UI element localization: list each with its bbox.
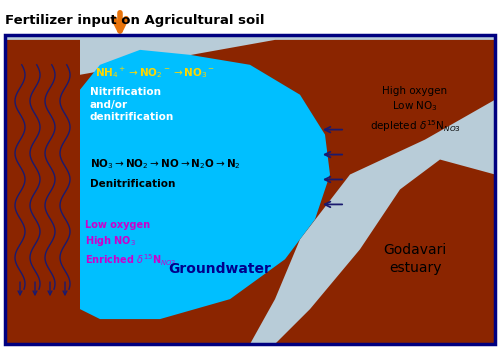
Text: Nitrification
and/or
denitrification: Nitrification and/or denitrification: [90, 87, 174, 122]
Bar: [5, 35, 495, 344]
Text: Fertilizer input on Agricultural soil: Fertilizer input on Agricultural soil: [5, 14, 264, 28]
Text: Godavari
estuary: Godavari estuary: [384, 243, 446, 275]
Text: High oxygen
Low NO$_3$
depleted $\delta^{15}$N$_{NO3}$: High oxygen Low NO$_3$ depleted $\delta^…: [370, 86, 460, 134]
Polygon shape: [5, 40, 495, 344]
Polygon shape: [275, 159, 495, 344]
Text: Low oxygen
High NO$_3$
Enriched $\delta^{15}$N$_{NO3}$: Low oxygen High NO$_3$ Enriched $\delta^…: [85, 220, 176, 268]
Polygon shape: [5, 40, 80, 344]
Text: NO$_3$$\rightarrow$NO$_2$$\rightarrow$NO$\rightarrow$N$_2$O$\rightarrow$N$_2$: NO$_3$$\rightarrow$NO$_2$$\rightarrow$NO…: [90, 158, 240, 171]
Text: Denitrification: Denitrification: [90, 179, 176, 190]
Text: Groundwater: Groundwater: [168, 262, 272, 276]
Polygon shape: [80, 50, 330, 319]
Text: NH$_4$$^+$$\rightarrow$NO$_2$$^-$$\rightarrow$NO$_3$$^-$: NH$_4$$^+$$\rightarrow$NO$_2$$^-$$\right…: [95, 65, 215, 80]
Bar: [5, 35, 495, 344]
